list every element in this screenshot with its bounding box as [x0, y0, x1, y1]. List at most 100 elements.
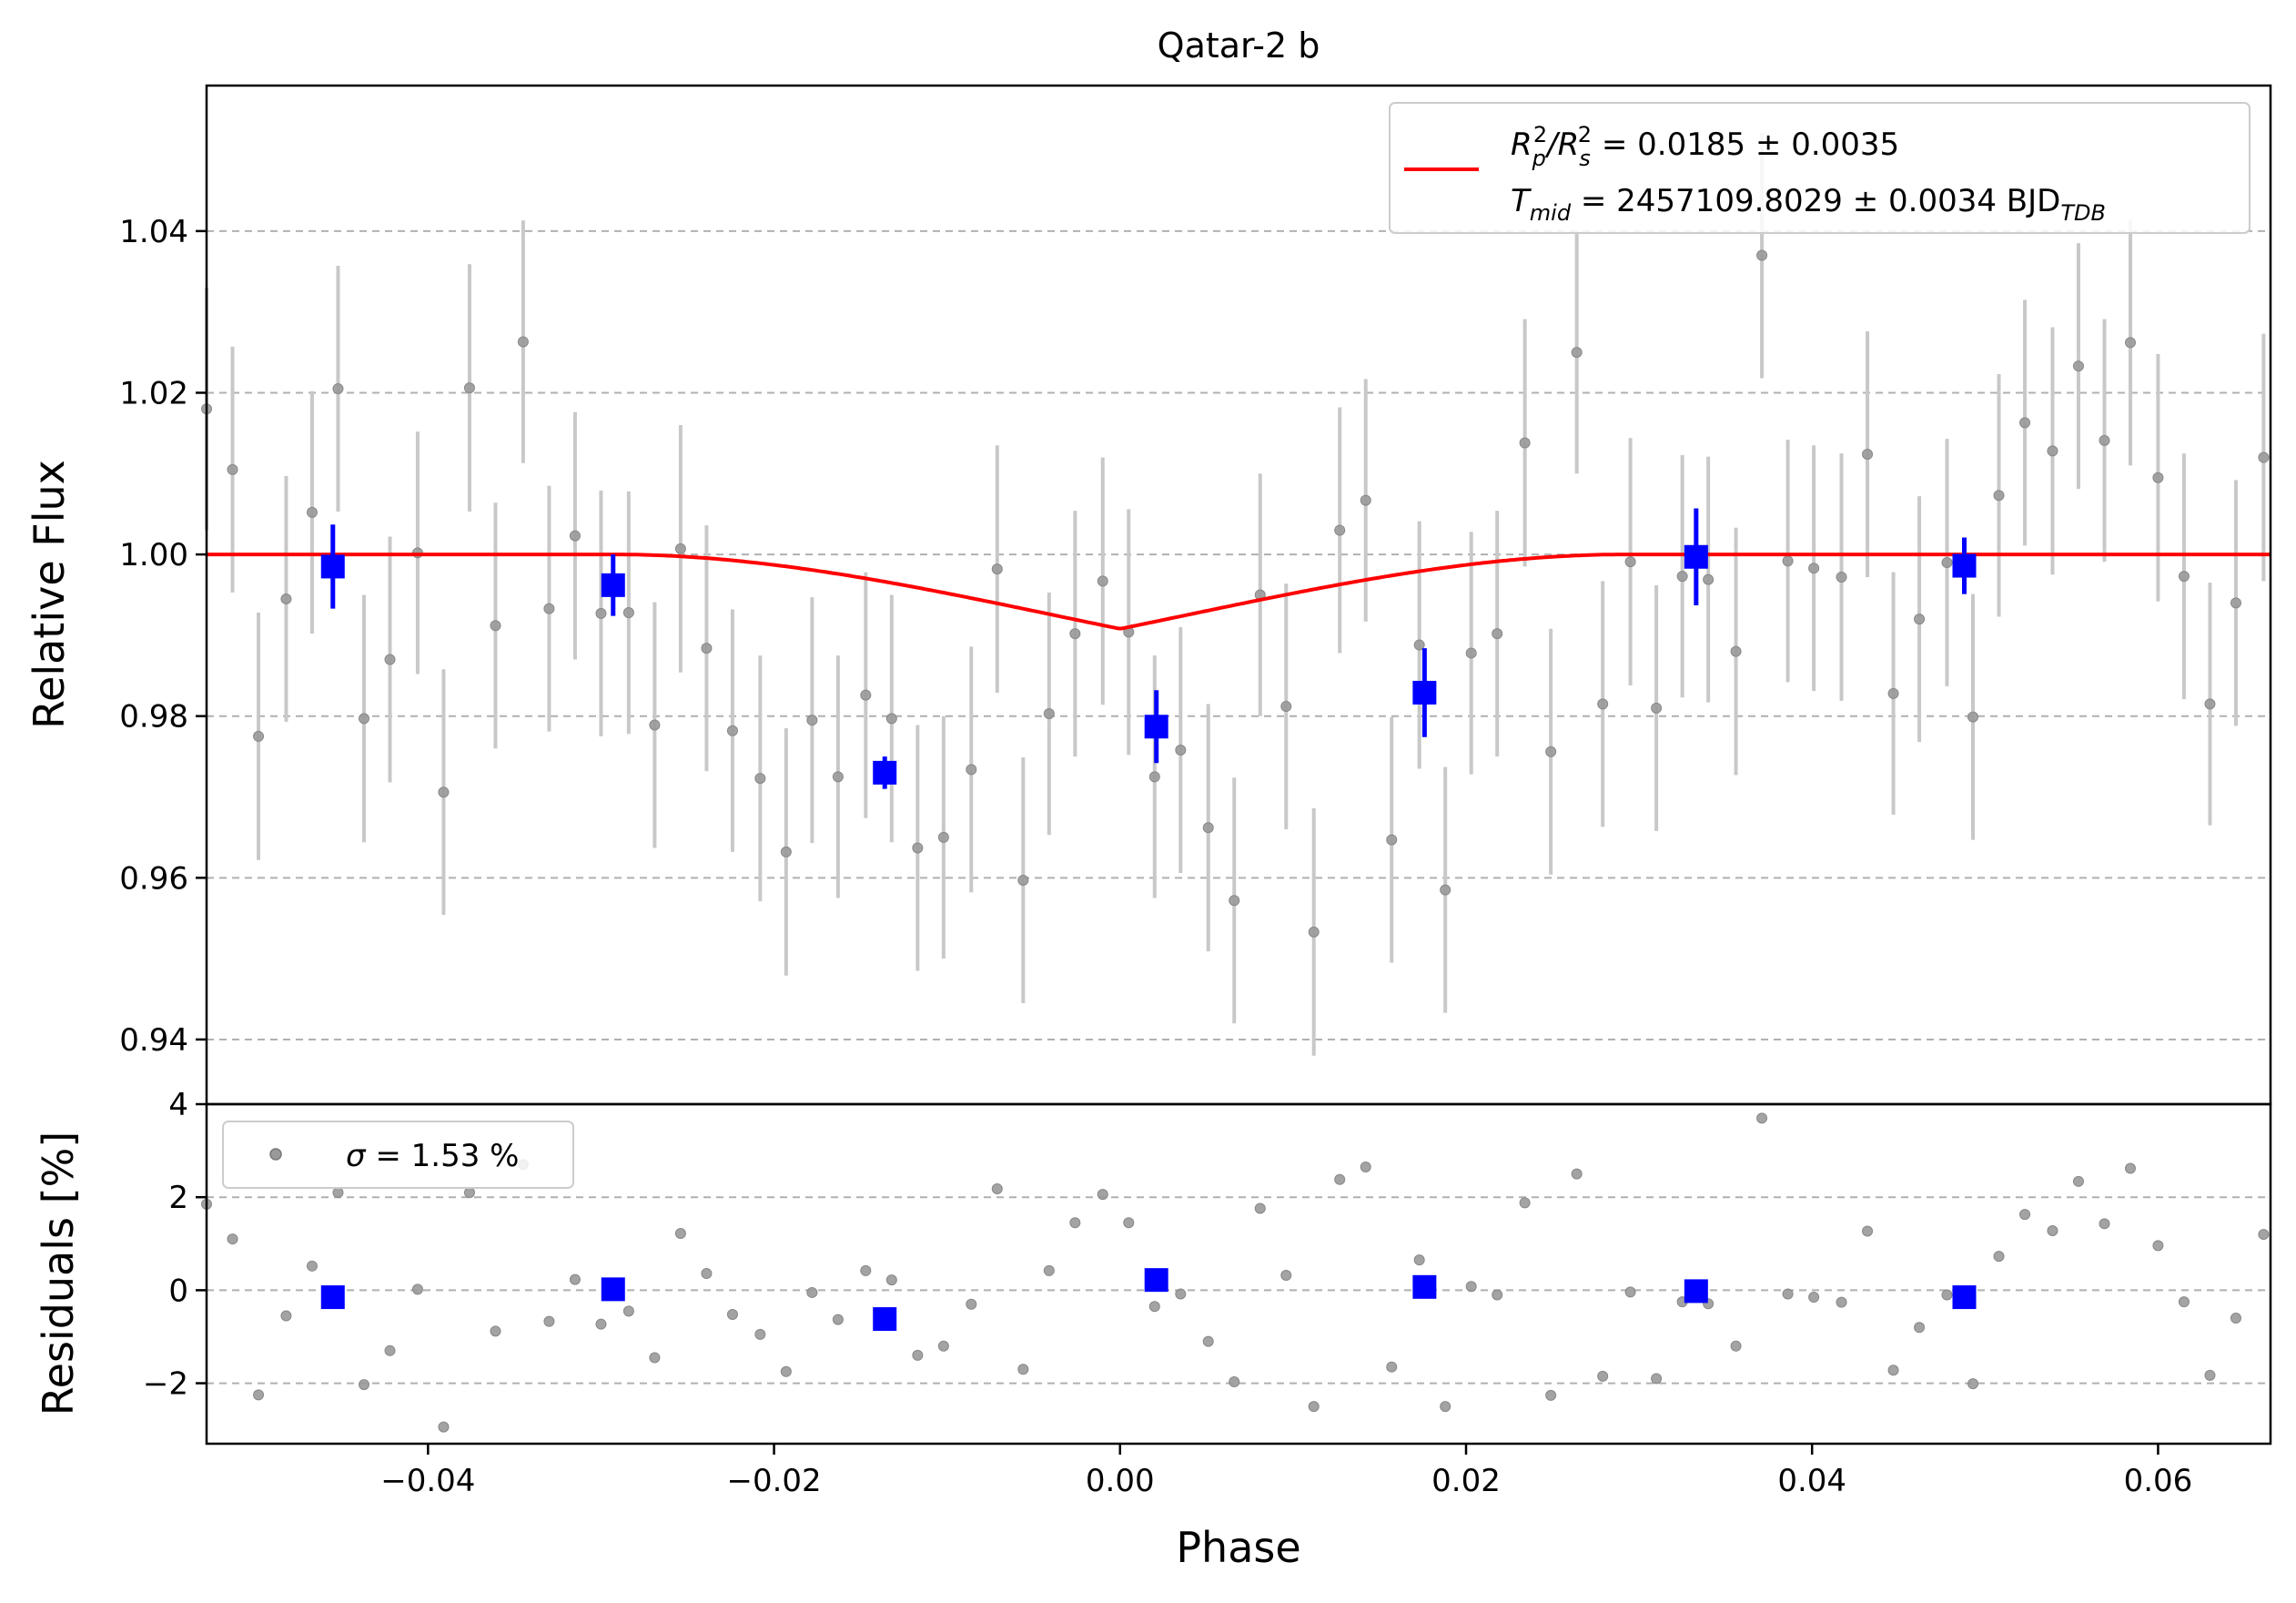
residual-point: [543, 1315, 555, 1327]
x-axis-label: Phase: [1176, 1523, 1300, 1572]
raw-point: [2019, 417, 2031, 429]
bottom-plot-frame: [205, 1102, 2272, 1446]
residual-point: [937, 1340, 949, 1352]
top-ytick-label: 1.02: [119, 375, 188, 411]
raw-point: [332, 383, 344, 395]
residual-point: [1254, 1202, 1266, 1214]
raw-point: [754, 773, 766, 785]
binned-residual-point: [1412, 1274, 1437, 1299]
raw-point: [463, 382, 475, 394]
residual-point: [569, 1273, 581, 1285]
residual-point: [227, 1233, 238, 1245]
bottom-legend-box: [222, 1121, 574, 1189]
top-plot-frame: [205, 84, 2272, 1106]
bottom-y-ticks: −2 0 2 4: [143, 1087, 207, 1403]
top-y-axis-label: Relative Flux: [25, 460, 74, 729]
raw-point: [1097, 575, 1108, 587]
residual-point: [860, 1264, 872, 1276]
bottom-x-ticks: −0.04 −0.02 0.00 0.02 0.04 0.06: [380, 1444, 2192, 1499]
raw-point: [1887, 687, 1899, 699]
residual-point: [1413, 1254, 1425, 1266]
binned-point: [1412, 680, 1437, 705]
residual-point: [1756, 1112, 1768, 1124]
residual-point: [1862, 1225, 1874, 1237]
raw-point: [1651, 702, 1663, 714]
raw-point: [1148, 771, 1160, 783]
raw-point: [2125, 337, 2137, 349]
bottom-ytick-label: 0: [168, 1273, 188, 1309]
residual-point: [754, 1328, 766, 1340]
residual-point: [649, 1352, 661, 1364]
residual-point: [1545, 1389, 1557, 1401]
binned-residual-point: [1952, 1285, 1977, 1310]
top-ytick-label: 1.04: [119, 214, 188, 250]
raw-point: [253, 730, 265, 742]
residual-point: [1175, 1288, 1187, 1300]
residual-point: [358, 1379, 369, 1391]
residual-point: [885, 1274, 897, 1286]
residual-point: [411, 1283, 423, 1295]
residual-point: [912, 1349, 924, 1361]
residual-point: [966, 1298, 977, 1310]
chart-title: Qatar-2 b: [1158, 25, 1320, 66]
raw-point: [2178, 571, 2190, 583]
raw-point: [832, 771, 844, 783]
residual-point: [1229, 1376, 1240, 1388]
binned-residual-point: [320, 1285, 345, 1310]
residual-point: [253, 1389, 265, 1401]
residual-point: [1730, 1340, 1742, 1352]
legend-sigma: σ = 1.53 %: [346, 1138, 519, 1174]
raw-point: [2072, 360, 2084, 372]
residual-point: [1360, 1161, 1371, 1172]
residual-point: [490, 1325, 501, 1337]
residual-point: [1492, 1289, 1503, 1301]
top-ytick-label: 0.96: [119, 860, 188, 897]
top-ytick-label: 1.00: [119, 537, 188, 573]
binned-residual-point: [1144, 1268, 1168, 1293]
raw-point: [569, 530, 581, 542]
raw-point: [1360, 494, 1371, 506]
residual-point: [1123, 1217, 1135, 1229]
top-ytick-label: 0.98: [119, 699, 188, 736]
residual-point: [674, 1228, 686, 1240]
residual-point: [1887, 1365, 1899, 1376]
raw-point: [701, 643, 713, 654]
raw-point: [1730, 645, 1742, 657]
bottom-ytick-label: 2: [168, 1180, 188, 1216]
residual-point: [1280, 1270, 1292, 1282]
residual-point: [1017, 1364, 1029, 1375]
residual-point: [991, 1182, 1003, 1194]
raw-point: [358, 713, 369, 725]
raw-point: [806, 715, 818, 726]
raw-point: [1676, 571, 1688, 583]
raw-point: [1703, 573, 1714, 585]
raw-point: [1043, 708, 1055, 720]
raw-point: [991, 563, 1003, 575]
residual-point: [1519, 1197, 1531, 1209]
top-panel: 0.94 0.96 0.98 1.00 1.02 1.04 Qatar-2 b Relat…: [25, 25, 2272, 1106]
raw-point: [1308, 926, 1320, 938]
residual-point: [1571, 1168, 1583, 1180]
raw-point: [2099, 434, 2110, 446]
top-raw-points: [201, 249, 2270, 938]
raw-point: [438, 786, 450, 798]
top-y-ticks: 0.94 0.96 0.98 1.00 1.02 1.04: [119, 214, 207, 1059]
residual-point: [1308, 1401, 1320, 1413]
raw-point: [517, 336, 529, 348]
residual-point: [1782, 1288, 1794, 1300]
residual-point: [1808, 1292, 1820, 1304]
residual-point: [2204, 1369, 2216, 1381]
top-ytick-label: 0.94: [119, 1022, 188, 1059]
residual-point: [701, 1267, 713, 1279]
binned-point: [1144, 715, 1168, 739]
residual-point: [1148, 1301, 1160, 1313]
residual-point: [1914, 1322, 1926, 1334]
raw-point: [860, 689, 872, 701]
raw-point: [1413, 639, 1425, 651]
residual-point: [2152, 1240, 2164, 1252]
residual-point: [1941, 1289, 1953, 1301]
raw-point: [1941, 556, 1953, 568]
residual-point: [1836, 1296, 1847, 1308]
raw-point: [490, 620, 501, 632]
residual-point: [1651, 1373, 1663, 1385]
